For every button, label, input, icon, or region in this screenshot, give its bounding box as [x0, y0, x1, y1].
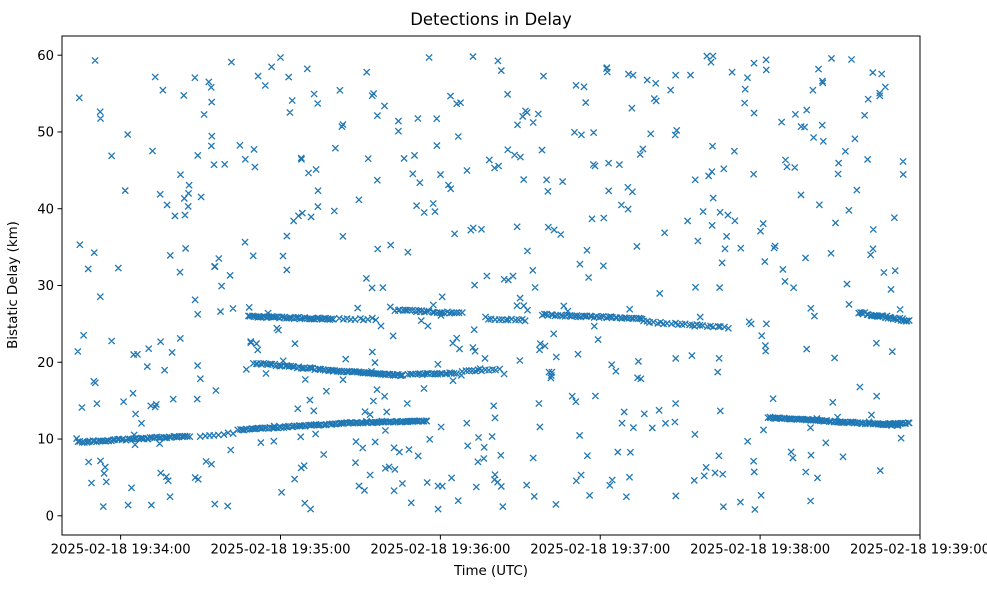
scatter-points-background [73, 52, 907, 514]
scatter-points-tracks [74, 306, 913, 446]
x-axis-label: Time (UTC) [453, 564, 528, 579]
x-tick-label: 2025-02-18 19:39:00 [850, 543, 987, 558]
y-tick-label: 0 [46, 509, 54, 524]
y-tick-label: 20 [37, 356, 54, 371]
y-tick-label: 50 [37, 126, 54, 141]
chart-title: Detections in Delay [410, 10, 572, 29]
y-tick-label: 10 [37, 433, 54, 448]
x-tick-label: 2025-02-18 19:35:00 [210, 543, 350, 558]
y-tick-label: 60 [37, 49, 54, 64]
y-axis-label: Bistatic Delay (km) [6, 221, 21, 349]
plot-area: 2025-02-18 19:34:00 2025-02-18 19:35:00 20… [37, 35, 987, 558]
x-tick-label: 2025-02-18 19:34:00 [51, 543, 191, 558]
x-tick-label: 2025-02-18 19:38:00 [690, 543, 830, 558]
y-tick-label: 40 [37, 202, 54, 217]
x-tick-label: 2025-02-18 19:37:00 [530, 543, 670, 558]
x-tick-label: 2025-02-18 19:36:00 [370, 543, 510, 558]
y-tick-label: 30 [37, 279, 54, 294]
